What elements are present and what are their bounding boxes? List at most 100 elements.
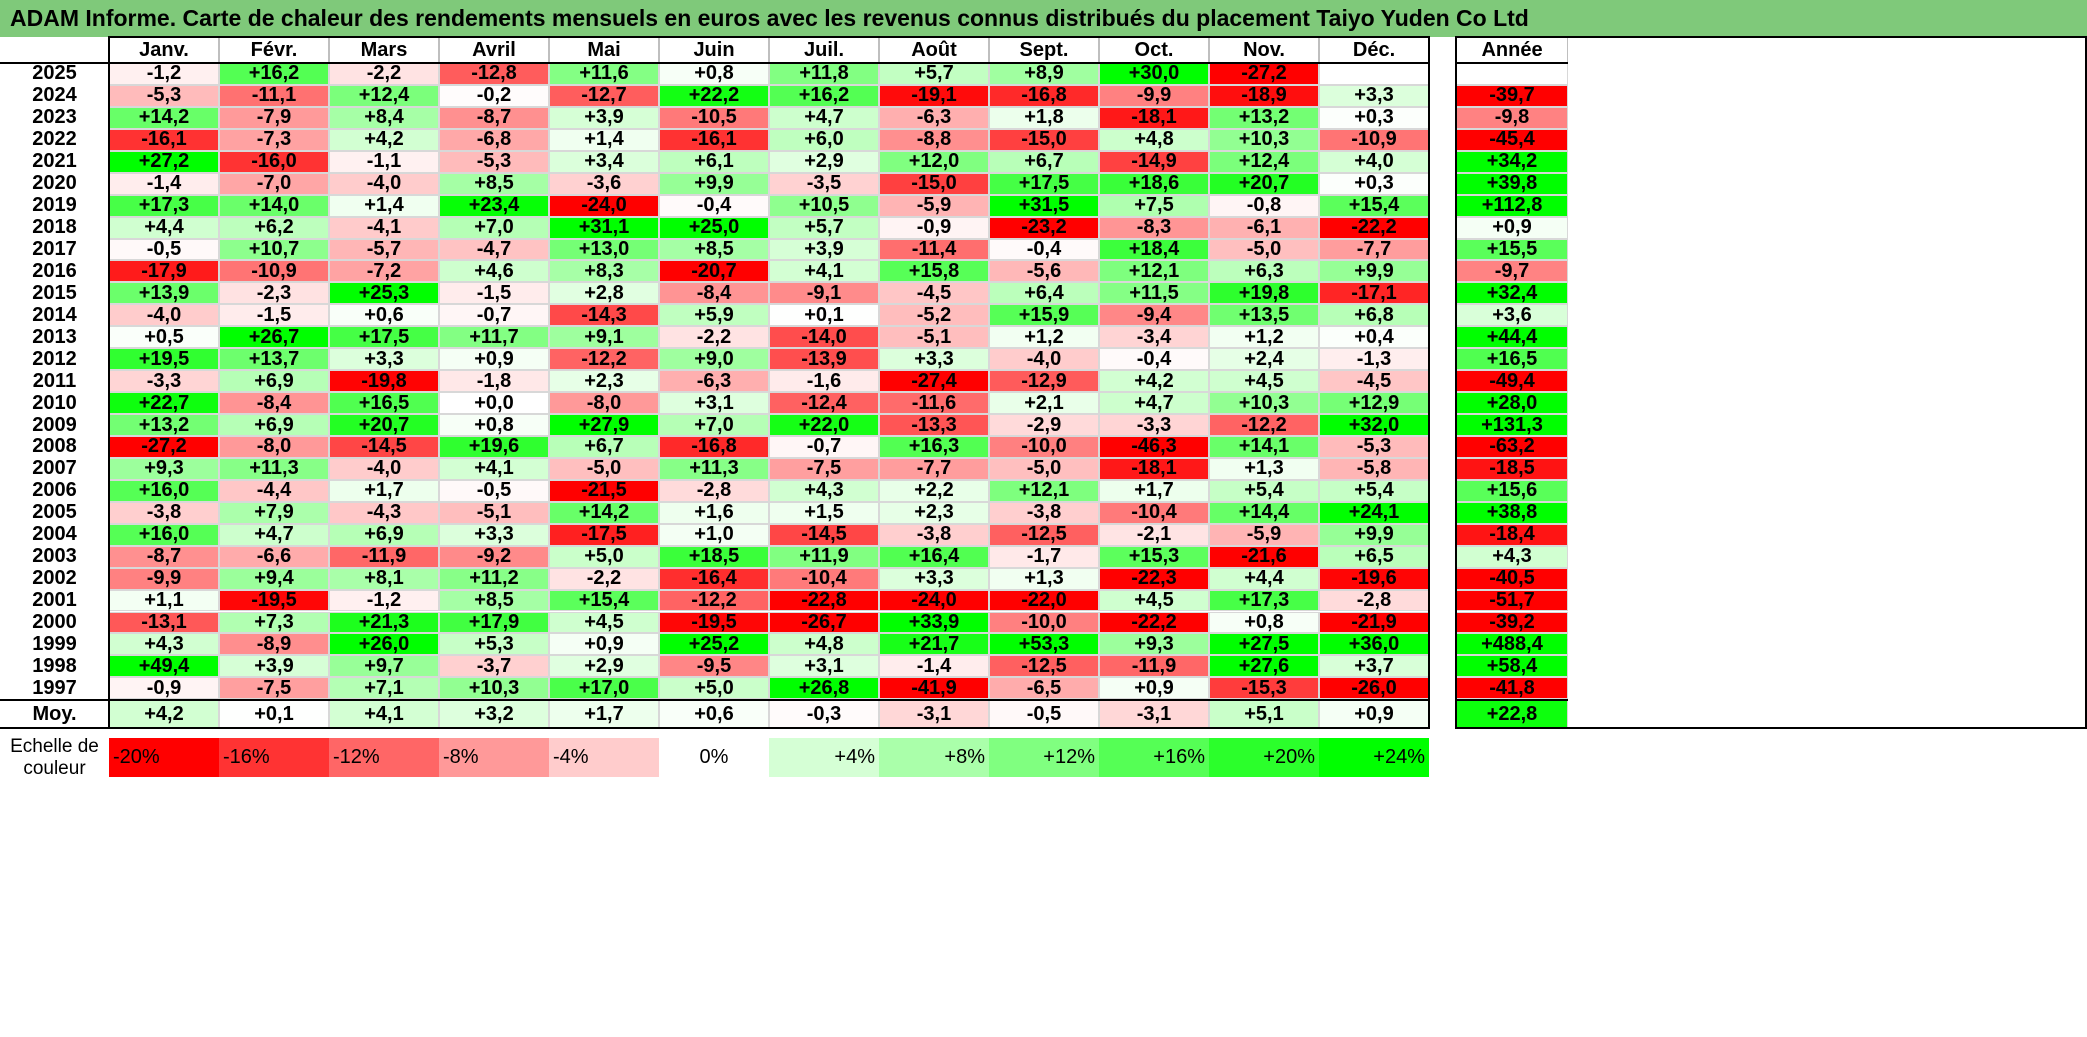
heatmap-cell: -7,7: [879, 457, 989, 480]
heatmap-cell: -1,2: [329, 589, 439, 612]
row-year-label: 2017: [32, 237, 77, 260]
heatmap-cell: -17,9: [109, 260, 219, 283]
heatmap-cell: +2,9: [549, 655, 659, 678]
scale-label: Echelle de couleur: [10, 735, 99, 779]
heatmap-cell: +3,3: [879, 348, 989, 371]
heatmap-cell: -10,9: [1319, 128, 1429, 151]
heatmap-cell: -9,1: [769, 282, 879, 305]
heatmap-cell: -5,8: [1319, 457, 1429, 480]
heatmap-cell: -2,2: [549, 567, 659, 590]
annual-cell: +0,9: [1456, 216, 1568, 239]
year-header: Année: [1456, 37, 1568, 63]
heatmap-cell: -27,2: [1209, 62, 1319, 85]
heatmap-cell: +19,5: [109, 348, 219, 371]
heatmap-cell: +4,8: [769, 633, 879, 656]
heatmap-cell: +16,4: [879, 545, 989, 568]
heatmap-cell: +5,4: [1209, 479, 1319, 502]
heatmap-cell: +17,3: [109, 194, 219, 217]
row-year-label: 2018: [32, 216, 77, 239]
heatmap-cell: -16,0: [219, 150, 329, 173]
chart-title: ADAM Informe. Carte de chaleur des rende…: [0, 0, 2087, 37]
scale-swatch: +16%: [1099, 738, 1209, 777]
heatmap-cell: +0,8: [1209, 611, 1319, 634]
heatmap-cell: +3,3: [1319, 84, 1429, 107]
annual-cell: -39,2: [1456, 611, 1568, 634]
average-cell: -3,1: [1099, 700, 1209, 728]
heatmap-cell: -2,2: [659, 326, 769, 349]
heatmap-cell: -6,3: [659, 370, 769, 393]
row-year-label: 2022: [32, 128, 77, 151]
heatmap-cell: +3,4: [549, 150, 659, 173]
heatmap-cell: -8,3: [1099, 216, 1209, 239]
row-year-label: 2019: [32, 194, 77, 217]
heatmap-cell: +22,0: [769, 414, 879, 436]
heatmap-cell: -3,3: [109, 370, 219, 393]
heatmap-cell: -3,4: [1099, 326, 1209, 349]
heatmap-cell: -10,4: [769, 567, 879, 590]
heatmap-cell: -11,4: [879, 238, 989, 261]
heatmap-cell: +0,6: [329, 304, 439, 327]
heatmap-cell: +1,8: [989, 106, 1099, 129]
heatmap-cell: -5,3: [1319, 435, 1429, 458]
heatmap-cell: +25,0: [659, 216, 769, 239]
heatmap-cell: -3,6: [549, 172, 659, 195]
heatmap-cell: -22,8: [769, 589, 879, 612]
heatmap-cell: +1,4: [549, 128, 659, 151]
heatmap-cell: +27,6: [1209, 655, 1319, 678]
heatmap-cell: -0,9: [109, 677, 219, 700]
heatmap-cell: +20,7: [1209, 172, 1319, 195]
heatmap-cell: +2,3: [549, 370, 659, 393]
heatmap-cell: +5,4: [1319, 479, 1429, 502]
heatmap-cell: -27,2: [109, 435, 219, 458]
heatmap-cell: +1,3: [1209, 457, 1319, 480]
heatmap-cell: +13,2: [1209, 106, 1319, 129]
heatmap-cell: +1,6: [659, 501, 769, 524]
month-header: Mai: [549, 37, 659, 63]
heatmap-cell: -19,1: [879, 84, 989, 107]
heatmap-cell: -9,9: [109, 567, 219, 590]
heatmap-cell: +16,5: [329, 392, 439, 415]
heatmap-cell: -14,9: [1099, 150, 1209, 173]
heatmap-cell: -5,7: [329, 238, 439, 261]
heatmap-cell: -16,1: [659, 128, 769, 151]
heatmap-cell: -8,0: [219, 435, 329, 458]
average-cell: +0,1: [219, 700, 329, 728]
average-cell: +4,2: [109, 700, 219, 728]
heatmap-cell: +7,3: [219, 611, 329, 634]
annual-cell: +15,5: [1456, 238, 1568, 261]
heatmap-cell: -13,9: [769, 348, 879, 371]
heatmap-cell: +11,8: [769, 62, 879, 85]
heatmap-cell: +6,3: [1209, 260, 1319, 283]
heatmap-cell: +10,3: [1209, 392, 1319, 415]
heatmap-cell: -1,3: [1319, 348, 1429, 371]
heatmap-cell: +4,8: [1099, 128, 1209, 151]
heatmap-cell: -18,1: [1099, 457, 1209, 480]
heatmap-cell: -23,2: [989, 216, 1099, 239]
heatmap-cell: -3,7: [439, 655, 549, 678]
month-header: Juin: [659, 37, 769, 63]
heatmap-cell: +2,1: [989, 392, 1099, 415]
annual-cell: -39,7: [1456, 84, 1568, 107]
heatmap-cell: +5,9: [659, 304, 769, 327]
heatmap-cell: +11,3: [219, 457, 329, 480]
heatmap-cell: -8,4: [219, 392, 329, 415]
heatmap-cell: +0,3: [1319, 106, 1429, 129]
heatmap-cell: +9,0: [659, 348, 769, 371]
row-year-label: 2013: [32, 325, 77, 348]
heatmap-cell: +15,3: [1099, 545, 1209, 568]
heatmap-cell: +25,3: [329, 282, 439, 305]
scale-swatch: 0%: [659, 738, 769, 777]
heatmap-cell: -2,2: [329, 62, 439, 85]
annual-cell: +488,4: [1456, 633, 1568, 656]
heatmap-cell: -2,8: [1319, 589, 1429, 612]
heatmap-cell: -0,8: [1209, 194, 1319, 217]
heatmap-cell: +27,9: [549, 414, 659, 436]
heatmap-cell: -3,8: [879, 523, 989, 546]
annual-cell: +44,4: [1456, 326, 1568, 349]
heatmap-cell: -9,2: [439, 545, 549, 568]
heatmap-cell: +12,1: [1099, 260, 1209, 283]
heatmap-cell: -19,6: [1319, 567, 1429, 590]
heatmap-cell: -1,2: [109, 62, 219, 85]
heatmap-cell: +9,3: [109, 457, 219, 480]
heatmap-cell: +6,4: [989, 282, 1099, 305]
